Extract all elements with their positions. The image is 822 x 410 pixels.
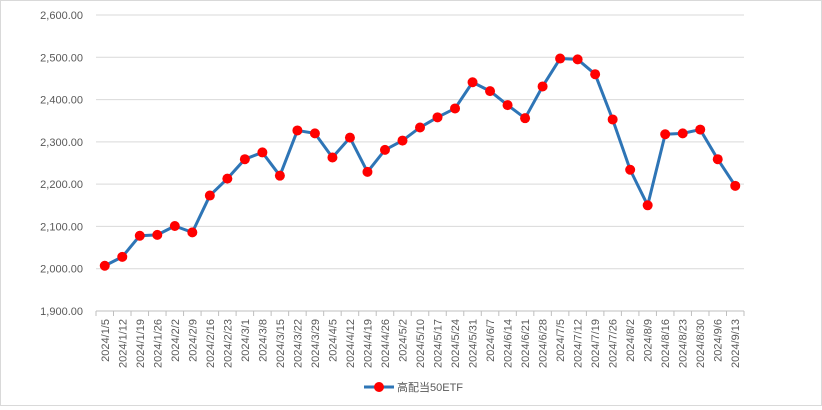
- data-point: [362, 166, 373, 177]
- data-point: [222, 173, 233, 184]
- x-tick-label: 2024/8/23: [678, 319, 690, 368]
- data-point: [642, 200, 653, 211]
- x-tick-label: 2024/3/29: [310, 319, 322, 368]
- x-tick-label: 2024/3/8: [257, 319, 269, 362]
- legend-marker: [374, 382, 384, 392]
- x-tick-label: 2024/8/30: [695, 319, 707, 368]
- data-point: [99, 260, 110, 271]
- data-point: [432, 112, 443, 123]
- x-tick-label: 2024/4/12: [345, 319, 357, 368]
- data-point: [730, 180, 741, 191]
- x-tick-label: 2024/5/2: [397, 319, 409, 362]
- x-tick-label: 2024/7/12: [573, 319, 585, 368]
- y-tick-label: 1,900.00: [40, 306, 83, 318]
- x-tick-label: 2024/3/22: [292, 319, 304, 368]
- data-point: [292, 125, 303, 136]
- legend: 高配当50ETF: [364, 380, 463, 394]
- x-tick-label: 2024/4/5: [327, 319, 339, 362]
- data-point: [117, 251, 128, 262]
- data-point: [397, 135, 408, 146]
- x-tick-label: 2024/5/31: [468, 319, 480, 368]
- data-point: [257, 147, 268, 158]
- x-tick-label: 2024/2/9: [187, 319, 199, 362]
- y-tick-label: 2,600.00: [40, 10, 83, 22]
- x-tick-label: 2024/2/16: [205, 319, 217, 368]
- x-tick-label: 2024/6/21: [520, 319, 532, 368]
- data-point: [327, 152, 338, 163]
- x-axis-tick-labels: 2024/1/5 2024/1/12 2024/1/19 2024/1/26 2024/…: [100, 319, 742, 368]
- x-tick-label: 2024/5/10: [415, 319, 427, 368]
- data-point: [677, 128, 688, 139]
- data-point: [274, 170, 285, 181]
- y-tick-label: 2,100.00: [40, 221, 83, 233]
- x-tick-label: 2024/2/2: [170, 319, 182, 362]
- gridlines: [96, 14, 744, 270]
- x-tick-label: 2024/7/26: [608, 319, 620, 368]
- data-point: [169, 221, 180, 232]
- x-tick-label: 2024/1/26: [152, 319, 164, 368]
- data-point: [204, 190, 215, 201]
- data-point: [485, 86, 496, 97]
- x-tick-label: 2024/7/19: [590, 319, 602, 368]
- x-tick-label: 2024/9/6: [713, 319, 725, 362]
- x-tick-label: 2024/5/24: [450, 319, 462, 368]
- series-group: [99, 53, 741, 271]
- y-axis-tick-labels: 1,900.00 2,000.00 2,100.00 2,200.00 2,300.00…: [40, 10, 83, 318]
- x-tick-label: 2024/3/15: [275, 319, 287, 368]
- x-tick-label: 2024/6/14: [503, 319, 515, 368]
- x-tick-label: 2024/3/1: [240, 319, 252, 362]
- x-tick-label: 2024/6/28: [538, 319, 550, 368]
- data-point: [309, 128, 320, 139]
- legend-series-label: 高配当50ETF: [397, 380, 463, 394]
- data-point: [712, 154, 723, 165]
- x-tick-label: 2024/9/13: [730, 319, 742, 368]
- x-tick-label: 2024/5/17: [433, 319, 445, 368]
- data-point: [537, 81, 548, 92]
- data-point: [660, 129, 671, 140]
- data-point: [625, 164, 636, 175]
- x-tick-label: 2024/1/12: [117, 319, 129, 368]
- data-point: [415, 122, 425, 133]
- y-tick-label: 2,300.00: [40, 137, 83, 149]
- x-tick-label: 2024/4/19: [362, 319, 374, 368]
- data-point: [467, 77, 478, 88]
- y-tick-label: 2,400.00: [40, 95, 83, 107]
- data-point: [239, 154, 250, 165]
- data-point: [572, 54, 583, 65]
- data-point: [502, 100, 513, 111]
- x-tick-label: 2024/8/2: [625, 319, 637, 362]
- x-tick-label: 2024/7/5: [555, 319, 567, 362]
- series-line: [104, 57, 737, 268]
- x-axis: [95, 310, 745, 316]
- data-point: [379, 144, 390, 155]
- data-point: [607, 114, 618, 125]
- data-point: [187, 227, 198, 238]
- data-point: [695, 124, 706, 135]
- data-point: [555, 53, 566, 64]
- x-tick-label: 2024/8/9: [643, 319, 655, 362]
- x-tick-label: 2024/1/5: [100, 319, 112, 362]
- x-tick-label: 2024/4/26: [380, 319, 392, 368]
- x-tick-label: 2024/6/7: [485, 319, 497, 362]
- x-tick-label: 2024/1/19: [135, 319, 147, 368]
- y-tick-label: 2,000.00: [40, 264, 83, 276]
- x-tick-label: 2024/8/16: [660, 319, 672, 368]
- data-point: [450, 103, 461, 114]
- data-point: [152, 229, 163, 240]
- data-point: [134, 230, 145, 241]
- data-point: [344, 132, 355, 143]
- data-point: [590, 69, 601, 80]
- y-tick-label: 2,500.00: [40, 52, 83, 64]
- y-tick-label: 2,200.00: [40, 179, 83, 191]
- x-tick-label: 2024/2/23: [222, 319, 234, 368]
- data-point: [520, 113, 531, 124]
